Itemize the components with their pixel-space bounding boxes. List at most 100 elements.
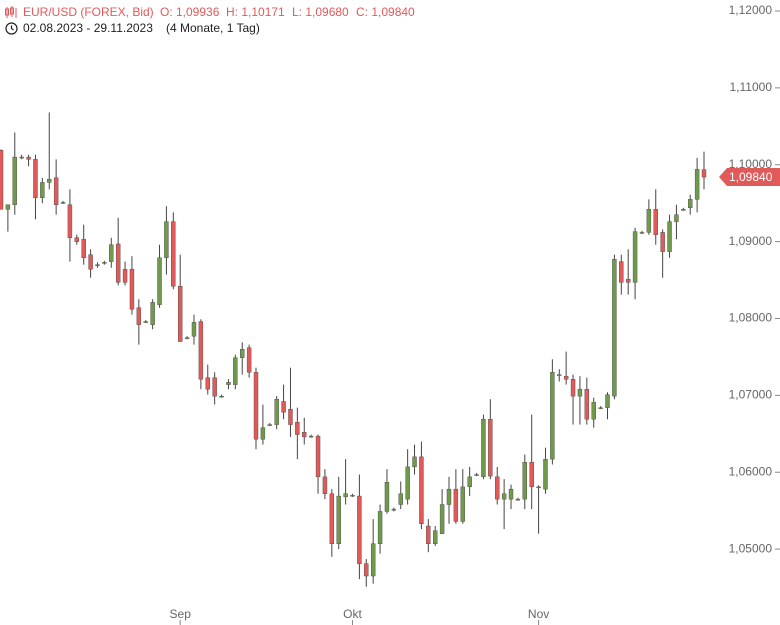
- close-label: C: 1,09840: [356, 5, 415, 19]
- duration: (4 Monate, 1 Tag): [166, 21, 260, 35]
- y-tick-label: 1,08000: [729, 311, 773, 325]
- candle-body: [240, 349, 245, 358]
- y-tick-label: 1,10000: [729, 157, 773, 171]
- candle-body: [384, 482, 390, 512]
- candle-body: [391, 508, 397, 511]
- last-price-label: 1,09840: [729, 170, 773, 184]
- candle-body: [667, 221, 672, 252]
- candle-body: [653, 209, 658, 235]
- candle-body: [53, 177, 59, 205]
- candle-body: [253, 372, 259, 440]
- candle-body: [177, 286, 183, 342]
- candle-body: [350, 495, 355, 497]
- candle-body: [364, 563, 369, 577]
- candle-body: [467, 476, 472, 488]
- candle-body: [136, 307, 142, 325]
- candle-body: [529, 462, 534, 488]
- candle-body: [495, 476, 500, 500]
- candle-body: [405, 466, 410, 500]
- candle-body: [536, 486, 541, 489]
- candle-body: [198, 321, 204, 380]
- candle-body: [522, 462, 528, 500]
- candle-body: [171, 221, 176, 287]
- candle-body: [81, 239, 86, 258]
- candle-body: [639, 232, 645, 234]
- candle-body: [412, 456, 417, 468]
- candle-body: [474, 474, 479, 476]
- candle-body: [674, 214, 679, 222]
- candle-body: [226, 382, 231, 385]
- candle-body: [591, 402, 596, 420]
- candle-body: [308, 435, 314, 438]
- candle-body: [439, 504, 445, 534]
- candle-body: [343, 493, 348, 498]
- last-price-tag: [719, 168, 780, 187]
- candle-body: [67, 204, 73, 238]
- candle-body: [205, 377, 210, 390]
- candle-body: [302, 432, 307, 438]
- candle-body: [625, 279, 631, 283]
- candle-body: [619, 261, 624, 283]
- candle-body: [88, 254, 93, 270]
- candle-body: [398, 493, 403, 505]
- candle-body: [109, 244, 114, 262]
- candle-body: [295, 422, 300, 435]
- candle-body: [584, 389, 590, 420]
- candle-body: [47, 179, 52, 183]
- y-tick-label: 1,12000: [729, 3, 773, 17]
- candle-body: [0, 149, 4, 210]
- x-tick-label: Nov: [528, 607, 549, 621]
- y-tick-label: 1,06000: [729, 464, 773, 478]
- candle-icon: [5, 6, 17, 18]
- candle-body: [74, 237, 80, 242]
- candle-body: [570, 379, 576, 397]
- candle-body: [563, 375, 569, 380]
- candle-body: [33, 159, 38, 198]
- candle-body: [150, 302, 155, 325]
- candle-body: [336, 495, 341, 544]
- x-tick-label: Okt: [343, 607, 362, 621]
- candle-body: [329, 493, 335, 544]
- candle-body: [481, 418, 486, 478]
- candle-body: [370, 543, 376, 577]
- y-tick-label: 1,07000: [729, 388, 773, 402]
- candle-body: [260, 427, 266, 440]
- candle-body: [701, 169, 707, 178]
- candle-body: [446, 488, 452, 505]
- candle-body: [219, 395, 224, 398]
- candle-body: [288, 409, 293, 425]
- candle-body: [164, 221, 169, 258]
- candle-body: [115, 243, 121, 283]
- candle-body: [453, 488, 459, 522]
- candle-body: [122, 269, 128, 283]
- clock-icon: [5, 22, 18, 35]
- candle-body: [157, 257, 162, 305]
- candle-body: [605, 394, 610, 408]
- candle-body: [19, 156, 24, 159]
- candle-body: [322, 476, 328, 494]
- candle-body: [515, 498, 521, 501]
- candle-body: [26, 156, 31, 160]
- candle-body: [660, 232, 665, 252]
- candle-body: [191, 322, 197, 337]
- candle-body: [419, 456, 424, 524]
- candle-body: [460, 486, 465, 522]
- candle-body: [550, 372, 555, 460]
- high-label: H: 1,10171: [226, 5, 285, 19]
- open-label: O: 1,09936: [160, 5, 220, 19]
- candle-body: [694, 169, 700, 200]
- candle-body: [501, 493, 507, 500]
- candle-body: [508, 488, 514, 500]
- y-tick-label: 1,05000: [729, 541, 773, 555]
- candle-body: [688, 199, 693, 208]
- y-tick-label: 1,11000: [730, 80, 773, 94]
- candle-body: [557, 374, 562, 376]
- candle-body: [212, 377, 217, 397]
- candle-body: [598, 407, 603, 409]
- candle-body: [315, 435, 321, 478]
- y-tick-label: 1,09000: [729, 234, 773, 248]
- candle-body: [184, 337, 190, 339]
- candle-body: [281, 401, 286, 413]
- candle-body: [246, 347, 252, 373]
